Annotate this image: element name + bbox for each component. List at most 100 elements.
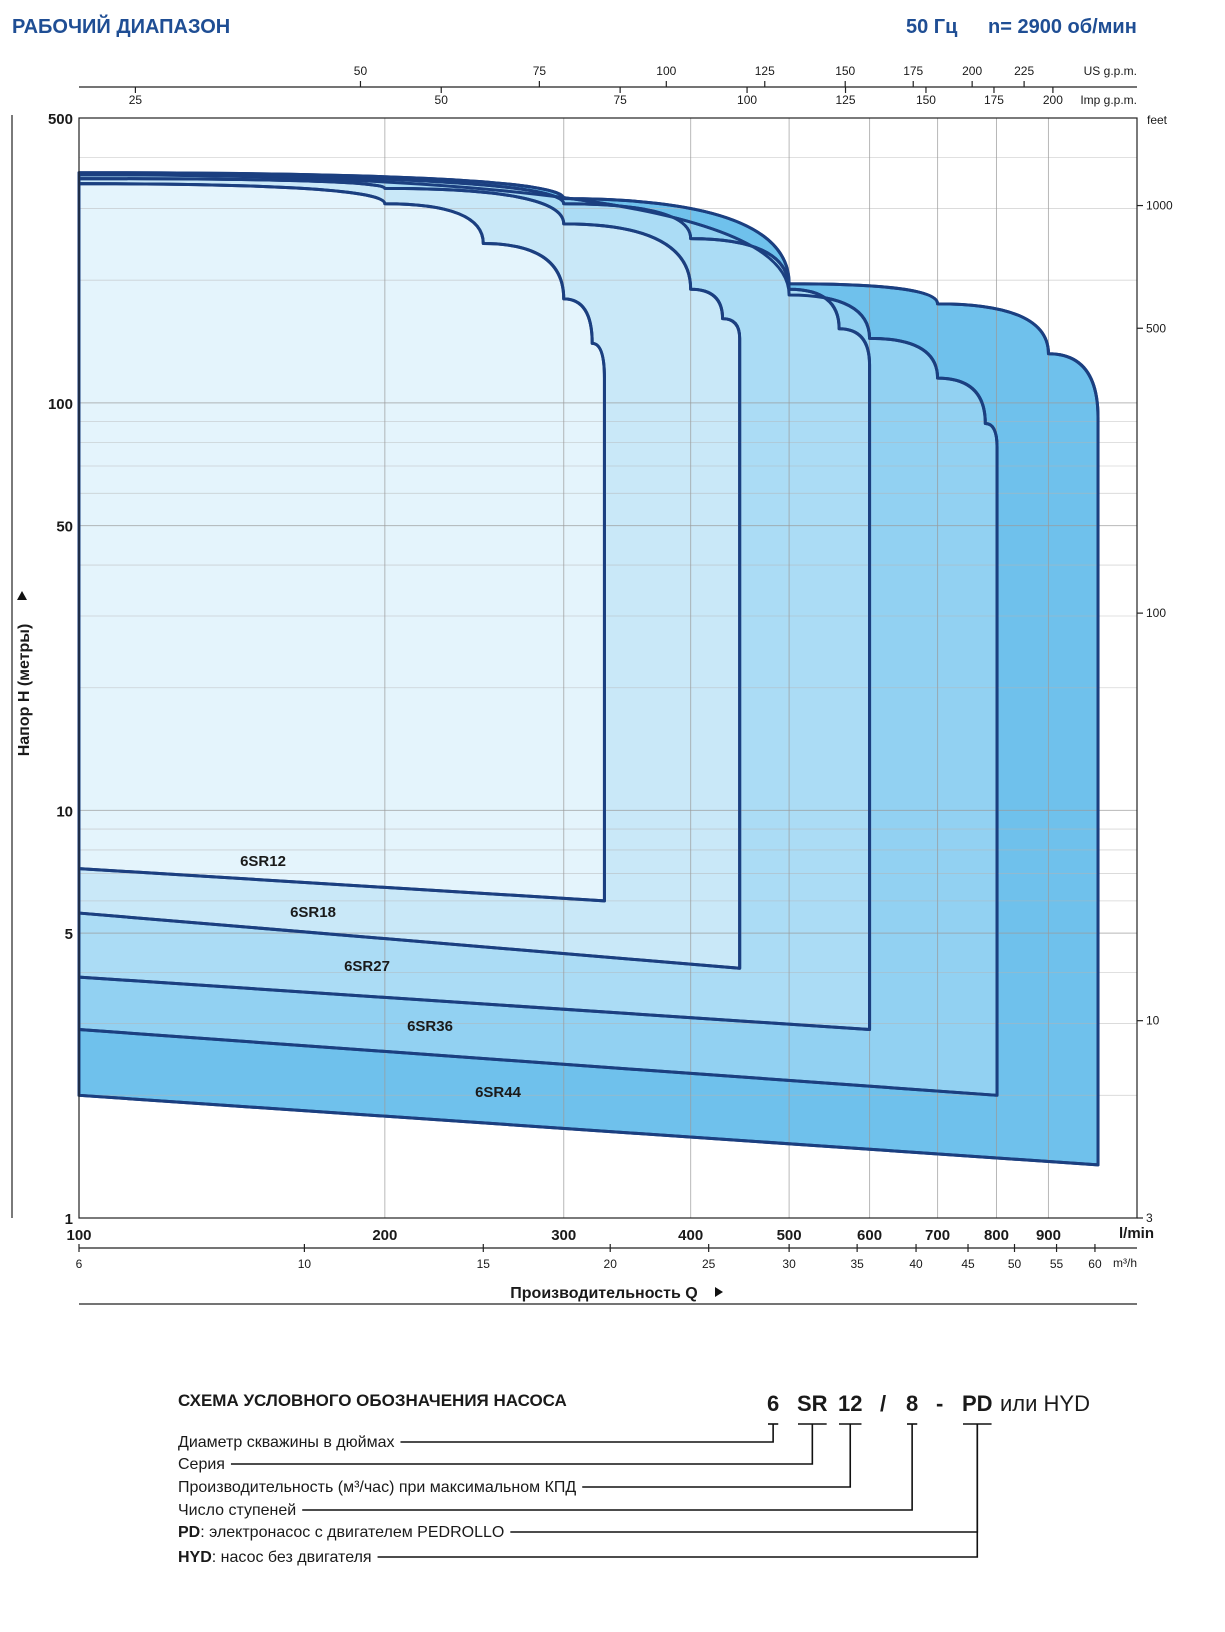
series-label: 6SR12 [240,853,286,870]
scheme-title: СХЕМА УСЛОВНОГО ОБОЗНАЧЕНИЯ НАСОСА [178,1391,567,1410]
us-gpm-tick-label: 50 [354,64,368,78]
us-gpm-tick-label: 175 [903,64,923,78]
scheme-item-key: PD [178,1524,200,1541]
us-gpm-tick-label: 225 [1014,64,1034,78]
leader-line [400,1424,774,1443]
code-part: SR [797,1391,828,1416]
m3h-tick-label: 30 [782,1257,796,1271]
series-label: 6SR36 [407,1018,453,1035]
frequency: 50 Гц [906,16,958,38]
scheme: СХЕМА УСЛОВНОГО ОБОЗНАЧЕНИЯ НАСОСА 6 SR 12… [178,1391,1090,1566]
code-part: или HYD [1000,1391,1090,1416]
x-tick-label: 400 [678,1227,703,1244]
x-tick-label: 100 [66,1227,91,1244]
us-gpm-tick-label: 75 [533,64,547,78]
code-part: - [936,1391,943,1416]
feet-tick-label: 3 [1146,1211,1153,1225]
x-tick-label: 300 [551,1227,576,1244]
m3h-tick-label: 50 [1008,1257,1022,1271]
scheme-item-text: Серия [178,1456,225,1473]
x-axis-label: Производительность Q [510,1285,697,1302]
y-tick-label: 1 [65,1211,73,1228]
x-tick-label: 700 [925,1227,950,1244]
code-part: / [880,1391,886,1416]
scheme-item: PD: электронасос с двигателем PEDROLLO [178,1524,504,1541]
pump-outline [77,182,606,903]
code-part: 6 [767,1391,779,1416]
scheme-item: Серия [178,1456,225,1473]
feet-tick-label: 10 [1146,1014,1160,1028]
scheme-item-text: Производительность (м³/час) при максимал… [178,1479,576,1496]
m3h-tick-label: 15 [477,1257,491,1271]
chart-title: РАБОЧИЙ ДИАПАЗОН [12,14,230,38]
x-tick-label: 900 [1036,1227,1061,1244]
us-gpm-unit: US g.p.m. [1084,64,1137,78]
y-arrow [17,591,27,600]
m3h-tick-label: 25 [702,1257,716,1271]
speed: n= 2900 об/мин [988,16,1137,38]
x-tick-label: 600 [857,1227,882,1244]
scheme-item-text: : электронасос с двигателем PEDROLLO [200,1524,504,1541]
series-label: 6SR27 [344,958,390,975]
imp-gpm-tick-label: 25 [129,93,143,107]
m3h-tick-label: 55 [1050,1257,1064,1271]
x-unit: l/min [1119,1225,1154,1242]
imp-gpm-tick-label: 50 [435,93,449,107]
feet-tick-label: 500 [1146,321,1166,335]
x-tick-label: 200 [372,1227,397,1244]
scheme-item-key: HYD [178,1549,212,1566]
x-arrow [715,1287,723,1297]
code-part: 12 [838,1391,862,1416]
leader-line [582,1424,852,1488]
y-tick-label: 5 [65,926,73,943]
scheme-item: Производительность (м³/час) при максимал… [178,1479,576,1496]
feet-unit: feet [1147,113,1168,127]
imp-gpm-tick-label: 200 [1043,93,1063,107]
y-tick-label: 50 [56,519,73,536]
y-tick-label: 500 [48,111,73,128]
scheme-item-text: Число ступеней [178,1502,296,1519]
imp-gpm-tick-label: 150 [916,93,936,107]
x-tick-label: 500 [777,1227,802,1244]
m3h-tick-label: 6 [76,1257,83,1271]
pump-outline [77,173,872,1032]
feet-tick-label: 1000 [1146,199,1173,213]
pump-outline [77,177,742,970]
plot-frame [78,117,1138,1219]
leader-line [302,1424,913,1511]
m3h-tick-label: 60 [1088,1257,1102,1271]
series-label: 6SR18 [290,904,336,921]
y-tick-label: 100 [48,396,73,413]
m3h-tick-label: 10 [298,1257,312,1271]
feet-tick-label: 100 [1146,606,1166,620]
y-tick-label: 10 [56,803,73,820]
scheme-item: Число ступеней [178,1502,296,1519]
code-part: 8 [906,1391,918,1416]
leader-line [377,1424,979,1558]
m3h-tick-label: 35 [850,1257,864,1271]
us-gpm-tick-label: 125 [755,64,775,78]
imp-gpm-tick-label: 75 [613,93,627,107]
leader-line [230,1424,814,1465]
imp-gpm-tick-label: 125 [836,93,856,107]
imp-gpm-unit: Imp g.p.m. [1080,93,1137,107]
m3h-tick-label: 40 [909,1257,923,1271]
m3h-tick-label: 45 [961,1257,975,1271]
leader-line [510,1424,979,1533]
y-axis-label: Напор H (метры) [16,624,33,757]
scheme-item-text: : насос без двигателя [212,1549,372,1566]
code-part: PD [962,1391,993,1416]
scheme-item: Диаметр скважины в дюймах [178,1434,394,1451]
series-label: 6SR44 [475,1084,522,1101]
m3h-tick-label: 20 [604,1257,618,1271]
scheme-item-text: Диаметр скважины в дюймах [178,1434,394,1451]
us-gpm-tick-label: 150 [835,64,855,78]
m3h-unit: m³/h [1113,1256,1137,1270]
pump-range [77,182,606,903]
x-tick-label: 800 [984,1227,1009,1244]
imp-gpm-tick-label: 175 [984,93,1004,107]
scheme-item: HYD: насос без двигателя [178,1549,372,1566]
us-gpm-tick-label: 200 [962,64,982,78]
